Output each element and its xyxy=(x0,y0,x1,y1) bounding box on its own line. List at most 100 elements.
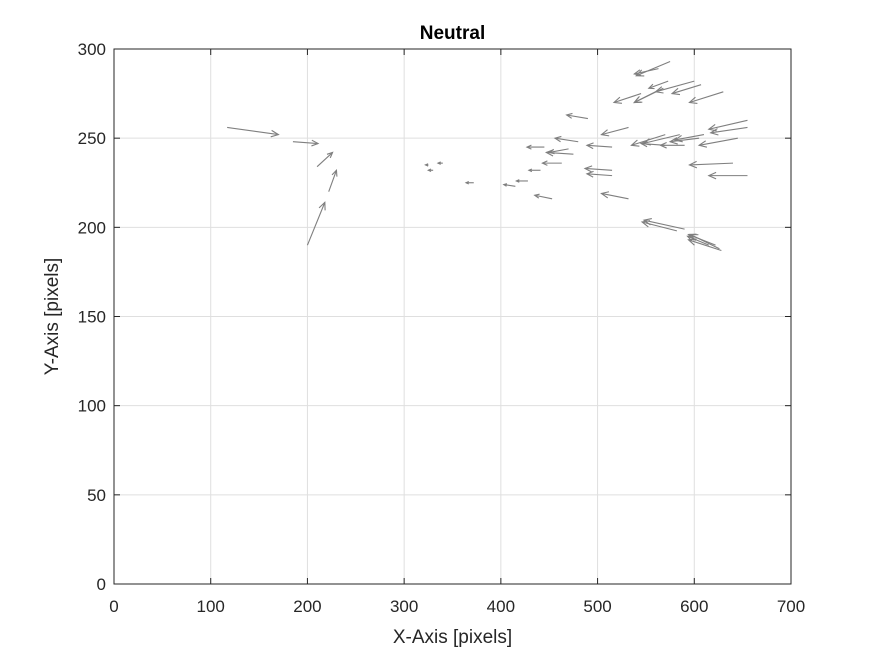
arrow-head xyxy=(689,233,699,241)
vector-arrow xyxy=(328,168,338,192)
vector-arrow xyxy=(600,191,629,200)
y-tick-labels: 0 50 100 150 200 250 300 xyxy=(78,40,106,594)
arrow-head xyxy=(318,201,326,211)
vector-arrow xyxy=(525,144,545,150)
arrow-shaft xyxy=(634,68,659,75)
arrow-shaft xyxy=(584,167,613,171)
arrow-shaft xyxy=(708,119,748,130)
arrow-head xyxy=(585,142,594,150)
arrow-shaft xyxy=(601,126,629,136)
vector-arrow xyxy=(688,91,724,104)
arrow-shaft xyxy=(316,152,333,168)
y-tick-label: 100 xyxy=(78,397,106,416)
y-tick-label: 50 xyxy=(87,486,106,505)
arrow-head xyxy=(635,69,645,77)
arrow-head xyxy=(600,129,610,137)
arrow-head xyxy=(633,69,642,76)
x-tick-label: 100 xyxy=(197,597,225,616)
arrow-head xyxy=(541,160,548,166)
vector-arrow xyxy=(642,218,685,230)
vector-arrow xyxy=(647,80,669,90)
vector-arrow xyxy=(697,137,738,148)
vector-arrow xyxy=(583,165,613,173)
arrow-shaft xyxy=(643,219,685,230)
vector-arrow xyxy=(544,149,574,157)
vector-arrow xyxy=(689,233,720,250)
arrow-shaft xyxy=(549,148,569,153)
vector-arrow xyxy=(565,112,588,120)
vector-arrow xyxy=(687,238,722,252)
arrow-head xyxy=(668,137,678,145)
arrow-head xyxy=(707,171,717,180)
arrow-shaft xyxy=(670,137,700,143)
arrow-shaft xyxy=(566,114,588,120)
arrow-shaft xyxy=(689,91,724,104)
arrow-head xyxy=(436,161,441,165)
vector-arrow xyxy=(688,160,733,169)
y-axis-label: Y-Axis [pixels] xyxy=(42,258,63,376)
x-tick-labels: 0 100 200 300 400 500 600 700 xyxy=(109,597,805,616)
vector-arrow xyxy=(533,193,553,200)
vector-arrow xyxy=(670,84,702,96)
chart-title: Neutral xyxy=(420,23,485,44)
arrow-shaft xyxy=(586,173,613,177)
arrow-head xyxy=(424,163,429,167)
arrow-head xyxy=(673,134,683,143)
vector-arrow xyxy=(668,137,700,145)
vector-arrow xyxy=(527,168,541,173)
x-tick-label: 600 xyxy=(680,597,708,616)
arrow-head xyxy=(533,193,540,199)
y-tick-label: 250 xyxy=(78,129,106,148)
arrow-head xyxy=(670,87,681,96)
grid-lines xyxy=(114,49,791,584)
vector-arrow xyxy=(292,139,320,147)
arrow-shaft xyxy=(689,162,733,166)
arrow-head xyxy=(697,140,708,148)
vector-arrow xyxy=(316,151,334,168)
arrow-shaft xyxy=(671,84,702,95)
arrow-head xyxy=(647,83,655,90)
arrow-shaft xyxy=(227,126,279,136)
arrow-head xyxy=(464,181,470,185)
vector-arrow xyxy=(709,126,748,136)
arrow-shaft xyxy=(292,141,319,145)
x-tick-label: 700 xyxy=(777,597,805,616)
arrow-shaft xyxy=(674,134,705,141)
arrow-shaft xyxy=(655,80,695,93)
arrow-head xyxy=(585,170,594,178)
vector-arrow xyxy=(306,201,326,246)
vector-arrow xyxy=(612,93,642,104)
arrow-head xyxy=(514,179,520,183)
arrow-head xyxy=(270,129,280,138)
arrow-head xyxy=(331,168,338,177)
arrow-head xyxy=(642,218,652,226)
vector-arrow xyxy=(585,142,613,150)
arrow-shaft xyxy=(648,80,669,89)
arrow-shaft xyxy=(690,233,720,250)
arrow-shaft xyxy=(546,151,574,155)
vector-arrow xyxy=(502,183,516,187)
arrow-shaft xyxy=(710,126,748,134)
y-tick-label: 300 xyxy=(78,40,106,59)
arrow-shaft xyxy=(534,194,553,200)
vector-arrow xyxy=(673,134,705,143)
x-tick-label: 300 xyxy=(390,597,418,616)
arrow-shaft xyxy=(613,93,642,104)
arrow-head xyxy=(583,165,593,173)
arrow-head xyxy=(553,135,562,143)
arrow-head xyxy=(600,191,610,199)
vector-arrow xyxy=(707,171,748,180)
arrow-shaft xyxy=(554,137,579,143)
arrow-head xyxy=(687,238,697,246)
vector-arrow xyxy=(600,126,629,137)
vector-arrow xyxy=(541,160,562,166)
vector-arrow xyxy=(641,134,680,146)
arrow-shaft xyxy=(688,239,722,252)
arrow-shaft xyxy=(636,60,671,77)
arrow-shaft xyxy=(601,192,629,200)
arrow-head xyxy=(654,86,664,94)
arrow-head xyxy=(659,142,667,149)
vector-arrow xyxy=(633,68,659,76)
x-axis-label: X-Axis [pixels] xyxy=(393,627,512,648)
